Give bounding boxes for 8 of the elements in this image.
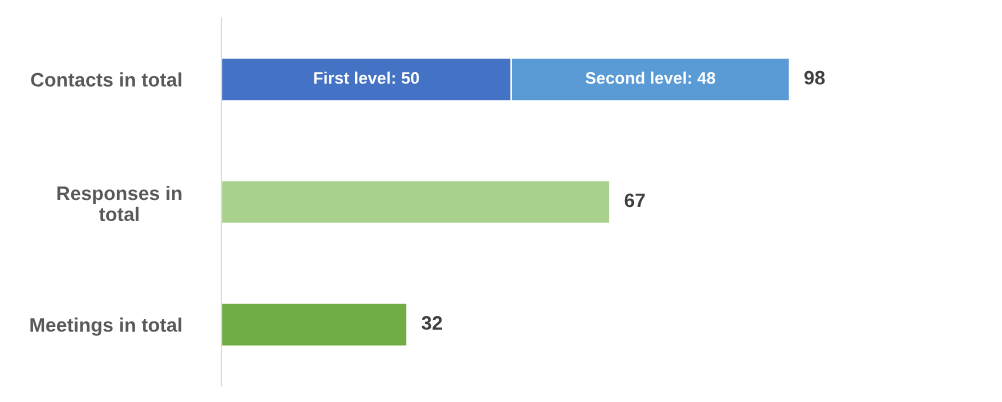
data-label: First level: 50 xyxy=(314,71,419,84)
y-tick-label: Contacts in total xyxy=(31,72,182,87)
y-tick-label: Responses in total xyxy=(57,185,182,222)
y-tick-label: Meetings in total xyxy=(30,317,182,336)
data-label: Second level: 48 xyxy=(585,71,716,84)
total-label: 67 xyxy=(624,193,645,208)
total-label: 32 xyxy=(421,316,442,330)
total-label: 98 xyxy=(804,70,825,85)
